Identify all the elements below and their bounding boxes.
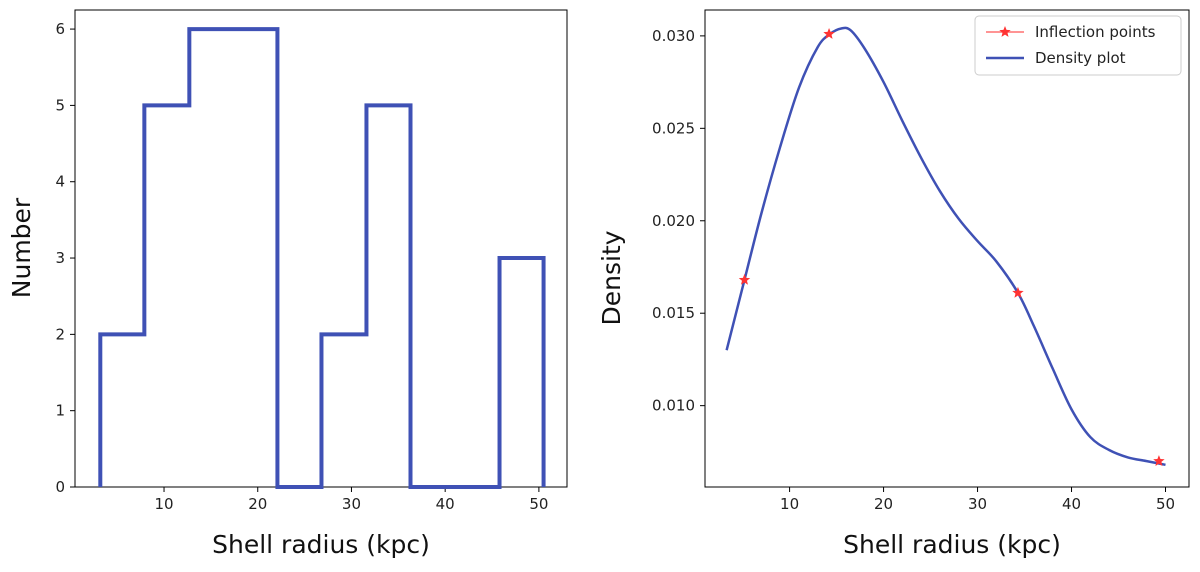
histogram-x-axis-label: Shell radius (kpc) <box>212 530 430 559</box>
histogram-y-tick-label: 0 <box>55 478 65 496</box>
histogram-ticks: 10 20 30 40 50 0 1 2 3 4 5 6 <box>55 20 548 513</box>
legend-inflection-label: Inflection points <box>1035 23 1156 41</box>
density-plot-frame <box>704 9 1190 488</box>
legend-density-label: Density plot <box>1035 49 1126 67</box>
density-y-axis-label: Density <box>597 230 626 325</box>
density-x-tick-label: 10 <box>780 495 799 513</box>
density-y-tick-label: 0.015 <box>652 304 695 322</box>
histogram-y-tick-label: 4 <box>55 173 65 191</box>
legend-inflection-star-icon <box>999 26 1011 37</box>
histogram-step-line <box>98 27 546 489</box>
histogram-y-tick-label: 6 <box>55 20 65 38</box>
density-y-tick-label: 0.030 <box>652 27 695 45</box>
histogram-x-tick-label: 20 <box>248 495 267 513</box>
inflection-point-markers <box>738 28 1165 466</box>
inflection-point-star-icon <box>823 28 835 39</box>
density-y-tick-label: 0.020 <box>652 212 695 230</box>
density-ticks: 10 20 30 40 50 0.010 0.015 0.020 0.025 0.030 <box>652 27 1175 513</box>
inflection-point-star-icon <box>1153 455 1165 466</box>
inflection-point-star-icon <box>1012 286 1024 298</box>
density-x-tick-label: 20 <box>874 495 893 513</box>
histogram-x-tick-label: 10 <box>154 495 173 513</box>
histogram-panel: 10 20 30 40 50 0 1 2 3 4 5 6 Shell radius (kpc) Num… <box>7 9 568 559</box>
density-x-tick-label: 50 <box>1156 495 1175 513</box>
inflection-point-star-icon <box>738 273 751 285</box>
histogram-x-tick-label: 40 <box>436 495 455 513</box>
histogram-y-axis-label: Number <box>7 197 36 298</box>
legend: Inflection points Density plot <box>974 15 1182 76</box>
density-y-tick-label: 0.010 <box>652 397 695 415</box>
legend-box <box>974 15 1182 76</box>
density-x-tick-label: 40 <box>1062 495 1081 513</box>
histogram-y-tick-label: 5 <box>55 96 65 114</box>
density-x-axis-label: Shell radius (kpc) <box>843 530 1061 559</box>
density-x-tick-label: 30 <box>968 495 987 513</box>
histogram-x-tick-label: 30 <box>342 495 361 513</box>
density-curve <box>725 26 1166 467</box>
histogram-y-tick-label: 2 <box>55 325 65 343</box>
histogram-y-tick-label: 3 <box>55 249 65 267</box>
density-y-tick-label: 0.025 <box>652 119 695 137</box>
histogram-x-tick-label: 50 <box>529 495 548 513</box>
histogram-y-tick-label: 1 <box>55 402 65 420</box>
density-panel: 10 20 30 40 50 0.010 0.015 0.020 0.025 0.030 Shel… <box>597 9 1190 559</box>
